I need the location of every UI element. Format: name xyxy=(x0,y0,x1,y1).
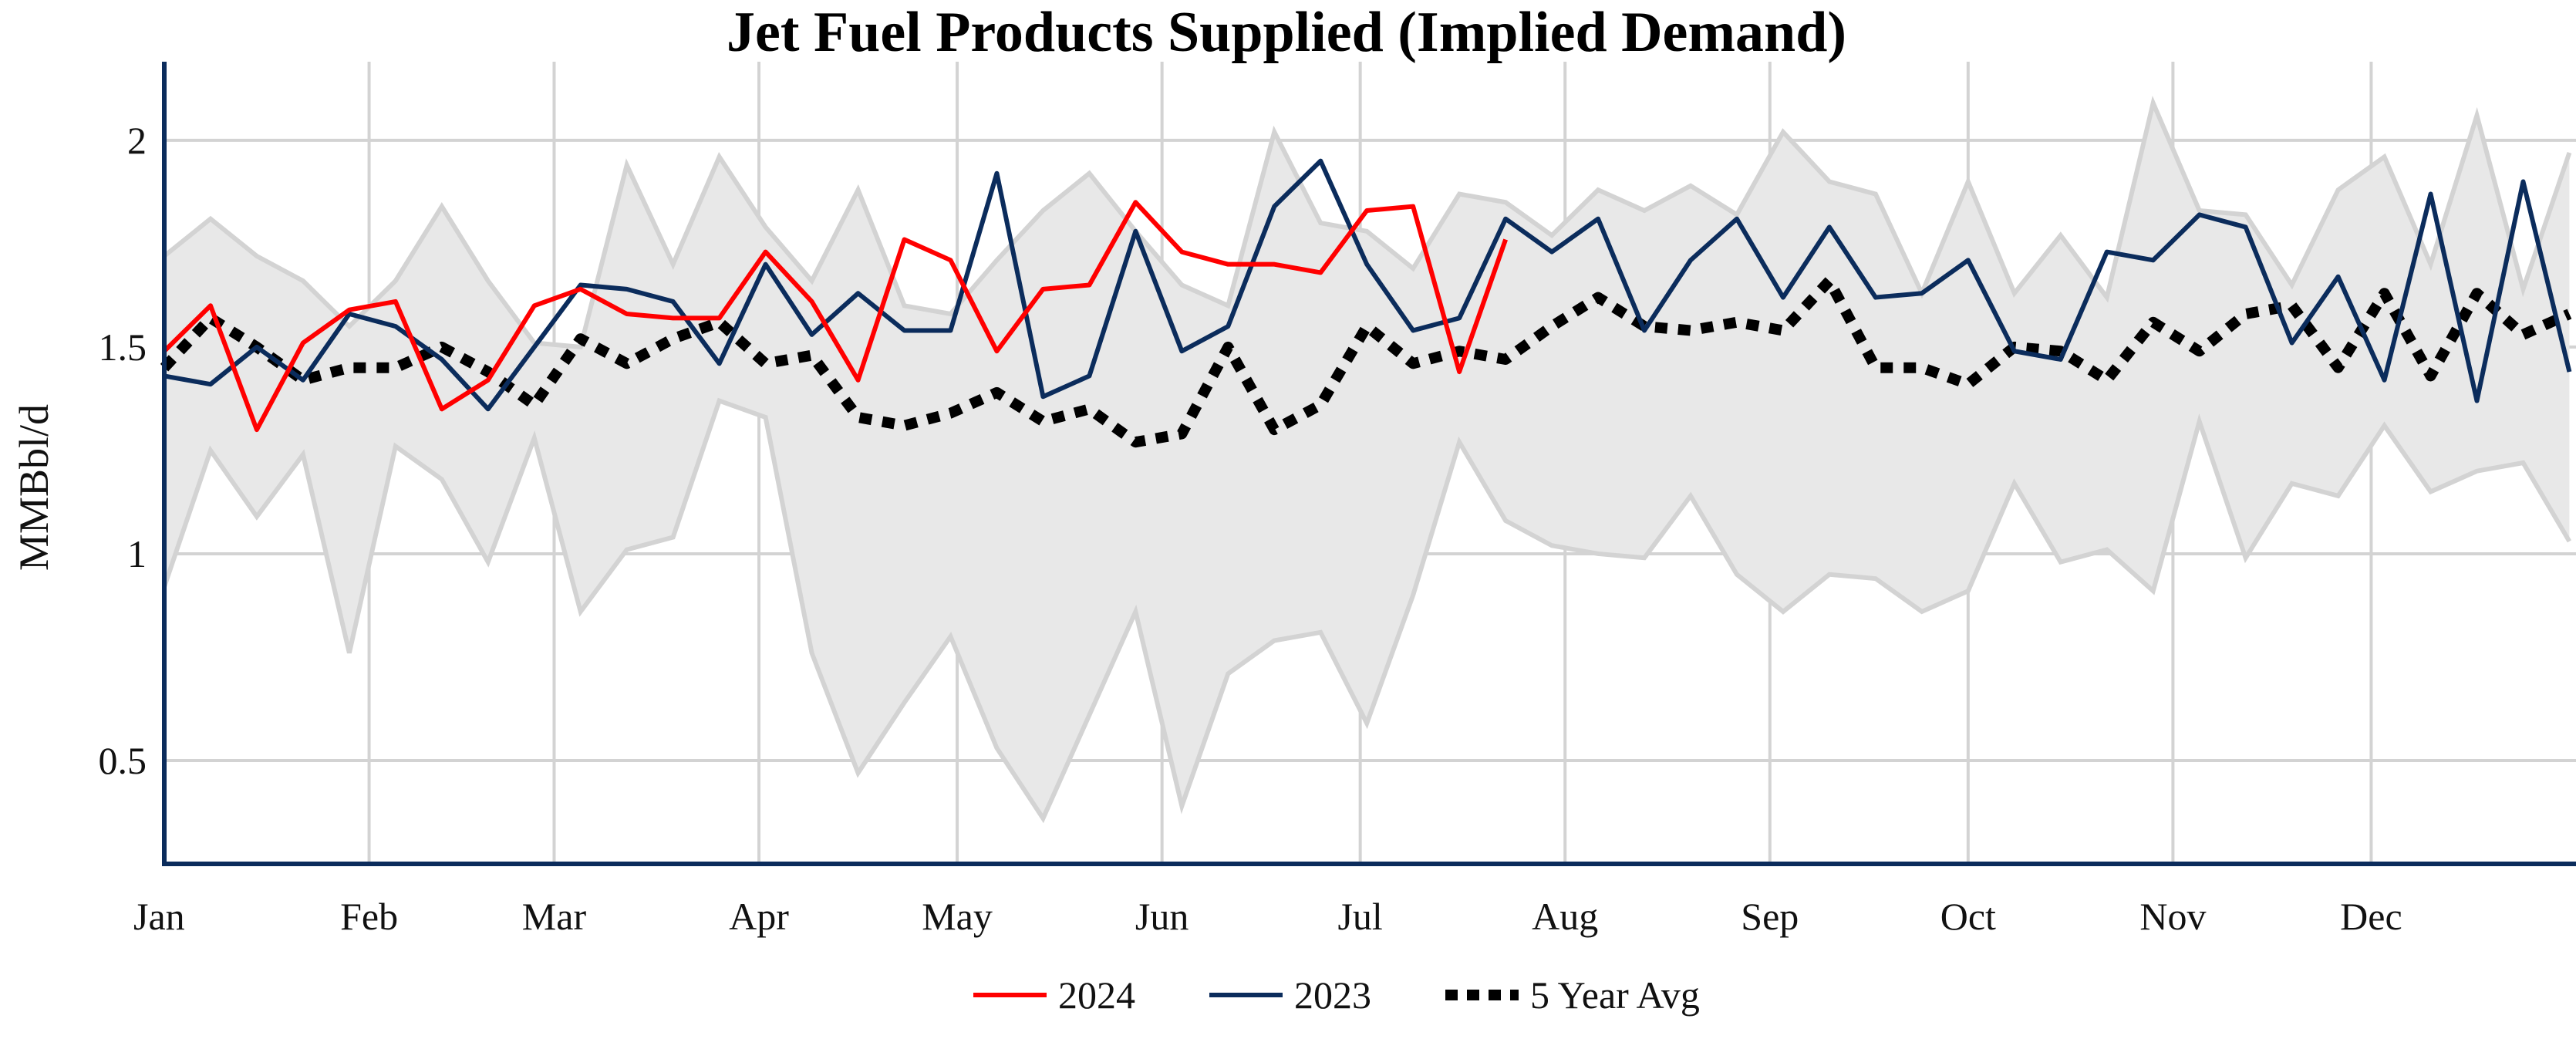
y-tick-label: 2 xyxy=(127,119,147,162)
x-tick-label: May xyxy=(922,895,993,938)
legend-label: 2024 xyxy=(1058,973,1135,1017)
axes: Jan Feb Mar Apr May Jun Jul Aug Sep Oct Nov Dec 0.5 1… xyxy=(99,62,2576,938)
x-tick-label: Jan xyxy=(133,895,185,938)
x-tick-label: Aug xyxy=(1532,895,1598,938)
y-tick-label: 0.5 xyxy=(99,739,147,782)
x-tick-label: Oct xyxy=(1940,895,1996,938)
range-band xyxy=(162,96,2572,824)
range-band-fill xyxy=(164,103,2570,819)
x-tick-label: Apr xyxy=(729,895,789,938)
x-tick-label: Nov xyxy=(2139,895,2206,938)
series-line-2023 xyxy=(164,158,2572,412)
y-tick-label: 1.5 xyxy=(99,325,147,369)
range-band-max-line xyxy=(163,96,2572,350)
x-tick-label: Feb xyxy=(340,895,398,938)
series-line-2024 xyxy=(162,200,1508,433)
x-tick-label: Mar xyxy=(522,895,587,938)
legend-label: 2023 xyxy=(1294,973,1371,1017)
series-line-5-year-avg xyxy=(160,275,2572,448)
series-lines xyxy=(160,158,2572,448)
x-tick-label: Jun xyxy=(1135,895,1189,938)
range-band-min-line xyxy=(162,397,2572,824)
x-tick-label: Dec xyxy=(2340,895,2402,938)
legend-label: 5 Year Avg xyxy=(1530,973,1700,1017)
legend: 2024 2023 5 Year Avg xyxy=(973,973,1700,1017)
chart-title: Jet Fuel Products Supplied (Implied Dema… xyxy=(727,1,1846,64)
y-axis-label: MMBbl/d xyxy=(11,404,57,571)
x-tick-label: Jul xyxy=(1337,895,1382,938)
y-tick-label: 1 xyxy=(127,532,147,575)
x-tick-label: Sep xyxy=(1741,895,1799,938)
